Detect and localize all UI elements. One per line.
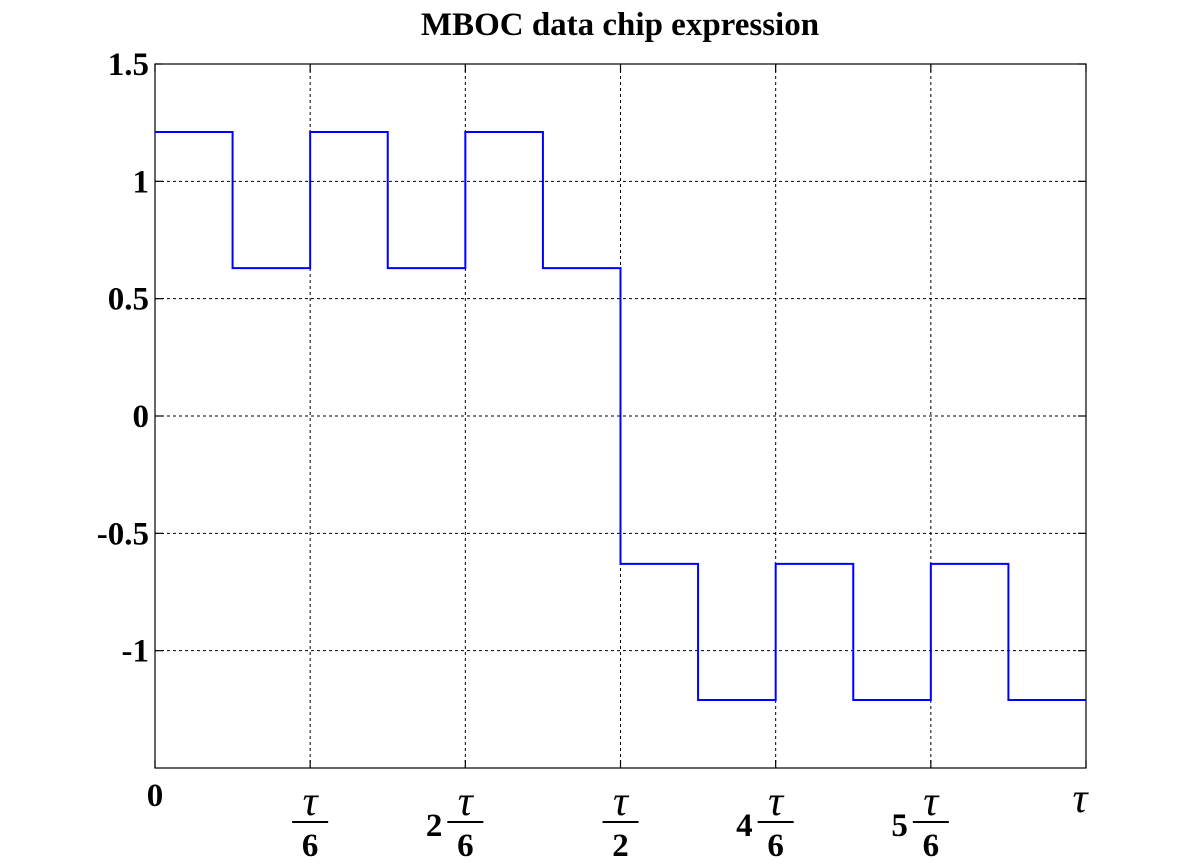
x-tick-coefficient: 5: [891, 808, 908, 844]
x-tick-label-2: τ62: [426, 779, 484, 864]
tick-marks: [154, 63, 1087, 768]
x-tick-label-6: τ: [1072, 776, 1089, 822]
x-tick-tau: τ: [1072, 776, 1089, 822]
x-tick-numerator: τ: [768, 779, 785, 825]
y-tick-label-2: 0.5: [108, 282, 149, 318]
x-tick-label-4: τ64: [736, 779, 794, 864]
x-tick-label-1: τ6: [292, 779, 329, 864]
x-tick-denominator: 6: [923, 828, 940, 864]
x-tick-denominator: 2: [612, 828, 629, 864]
x-tick-numerator: τ: [613, 779, 630, 825]
y-tick-label-5: -1: [122, 634, 150, 670]
x-tick-label-3: τ2: [602, 779, 639, 864]
x-tick-numerator: τ: [303, 779, 320, 825]
y-tick-label-4: -0.5: [97, 516, 149, 552]
x-tick-coefficient: 4: [736, 808, 753, 844]
x-tick-numerator: τ: [458, 779, 475, 825]
x-tick-denominator: 6: [457, 828, 474, 864]
x-tick-text: 0: [147, 778, 164, 814]
series-layer: [155, 131, 1086, 701]
x-tick-label-0: 0: [147, 778, 164, 814]
x-tick-numerator: τ: [923, 779, 940, 825]
y-axis-ticks: 1.5 1 0.5 0 -0.5 -1: [97, 47, 149, 670]
y-tick-label-1: 1: [133, 164, 150, 200]
y-tick-label-0: 1.5: [108, 47, 149, 83]
series-line-0: [155, 131, 1086, 701]
chart-title: MBOC data chip expression: [421, 7, 819, 43]
x-tick-coefficient: 2: [426, 808, 443, 844]
x-tick-denominator: 6: [767, 828, 784, 864]
x-tick-label-5: τ65: [891, 779, 949, 864]
x-tick-denominator: 6: [302, 828, 319, 864]
y-tick-label-3: 0: [133, 399, 150, 435]
